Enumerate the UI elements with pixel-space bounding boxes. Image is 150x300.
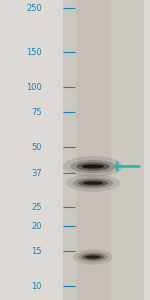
Text: 37: 37: [31, 169, 42, 178]
Ellipse shape: [70, 160, 116, 173]
Text: 75: 75: [31, 108, 42, 117]
Ellipse shape: [82, 164, 104, 169]
Text: 25: 25: [32, 202, 42, 211]
Ellipse shape: [86, 256, 100, 259]
Text: 100: 100: [26, 83, 42, 92]
Text: 10: 10: [32, 282, 42, 291]
Ellipse shape: [78, 252, 108, 262]
Ellipse shape: [82, 254, 104, 260]
Ellipse shape: [83, 181, 103, 185]
Text: 15: 15: [32, 247, 42, 256]
Text: 50: 50: [32, 143, 42, 152]
Bar: [76, 0, 110, 300]
Text: 250: 250: [26, 4, 42, 13]
Ellipse shape: [63, 156, 123, 177]
Ellipse shape: [76, 162, 110, 171]
Ellipse shape: [78, 180, 108, 187]
Text: 20: 20: [32, 222, 42, 231]
Ellipse shape: [73, 178, 113, 188]
Ellipse shape: [74, 249, 112, 265]
Text: 150: 150: [26, 48, 42, 57]
Bar: [63, 0, 142, 300]
Ellipse shape: [66, 174, 120, 192]
